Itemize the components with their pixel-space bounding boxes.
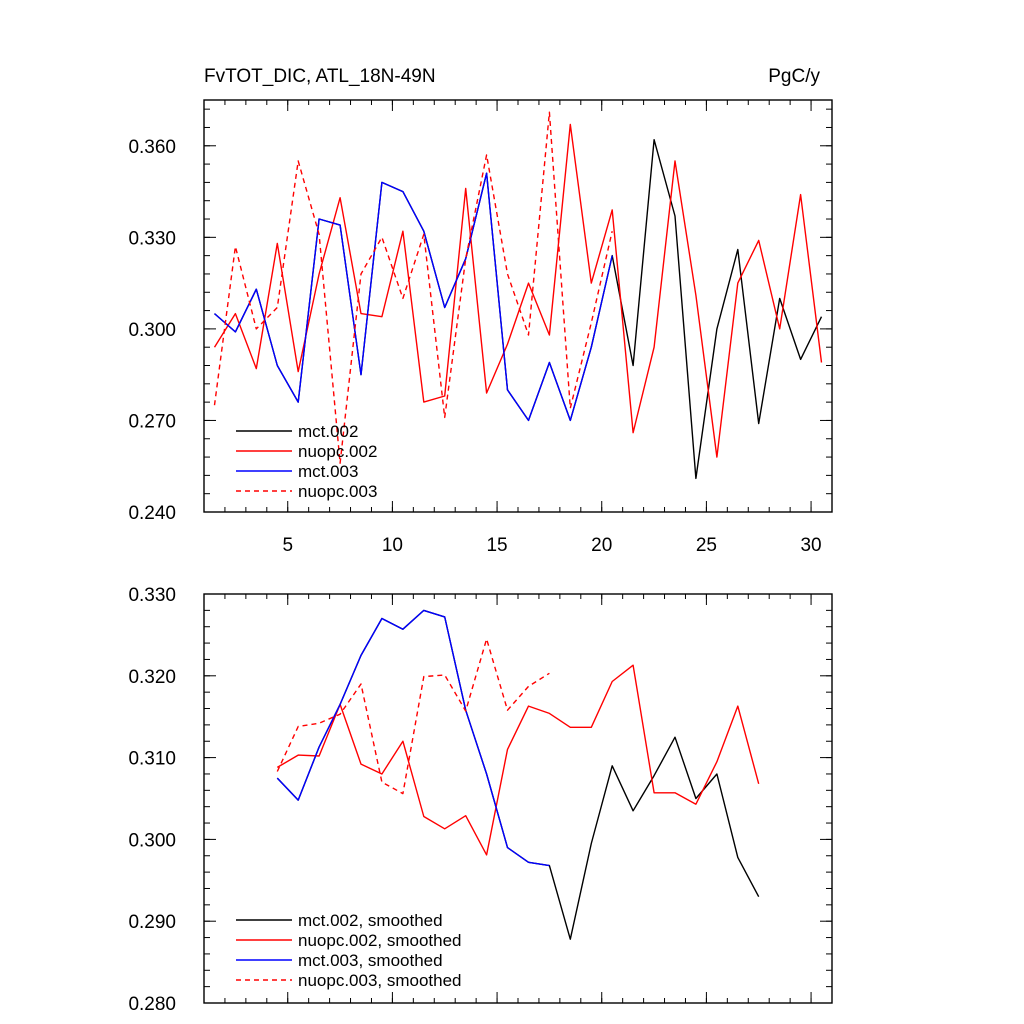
y-tick-label: 0.270 — [128, 411, 176, 432]
series-line-mct-003 — [214, 172, 613, 422]
series-line-nuopc-003 — [213, 111, 613, 464]
units-label: PgC/y — [768, 66, 820, 87]
x-tick-label: 20 — [591, 535, 612, 556]
series-line-nuopc-003-smoothed — [276, 638, 550, 795]
y-tick-label: 0.300 — [128, 830, 176, 851]
y-tick-label: 0.320 — [128, 667, 176, 688]
y-tick-label: 0.290 — [128, 912, 176, 933]
y-tick-label: 0.330 — [128, 585, 176, 606]
y-tick-label: 0.280 — [128, 994, 176, 1015]
x-tick-label: 25 — [696, 535, 717, 556]
series-line-nuopc-002-smoothed — [276, 664, 760, 856]
x-tick-label: 15 — [486, 535, 507, 556]
y-tick-label: 0.240 — [128, 503, 176, 524]
series-line-mct-003-smoothed — [276, 609, 550, 867]
y-tick-label: 0.300 — [128, 320, 176, 341]
bottom-panel: 0.280 0.290 0.300 0.310 0.320 0.330 mct.002, s… — [128, 585, 833, 1015]
legend-label: mct.003, smoothed — [298, 951, 443, 970]
legend-label: mct.003 — [298, 462, 358, 481]
legend-label: nuopc.003 — [298, 482, 377, 501]
x-tick-label: 5 — [282, 535, 293, 556]
y-tick-label: 0.360 — [128, 137, 176, 158]
legend-label: nuopc.002 — [298, 442, 377, 461]
y-tick-label: 0.310 — [128, 749, 176, 770]
chart-title: FvTOT_DIC, ATL_18N-49N — [204, 66, 436, 87]
legend-label: nuopc.003, smoothed — [298, 971, 462, 990]
series-line-mct-002-smoothed — [276, 609, 760, 940]
y-tick-label: 0.330 — [128, 228, 176, 249]
legend-label: mct.002 — [298, 422, 358, 441]
x-tick-label: 10 — [382, 535, 403, 556]
top-panel: 5 10 15 20 25 30 0.240 0.270 0.300 0.330 0.360 mct.… — [128, 99, 833, 556]
x-tick-label: 30 — [800, 535, 821, 556]
legend-label: nuopc.002, smoothed — [298, 931, 462, 950]
series-line-nuopc-002 — [213, 123, 823, 458]
legend-label: mct.002, smoothed — [298, 911, 443, 930]
